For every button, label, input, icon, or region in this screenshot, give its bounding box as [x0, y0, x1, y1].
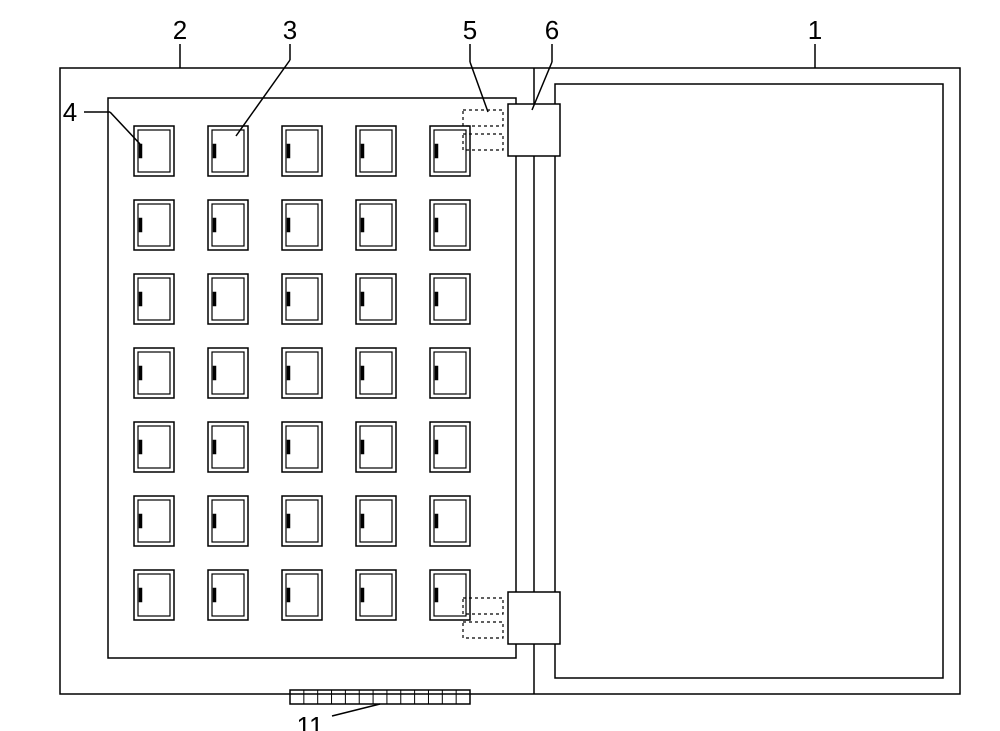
compartment-inner — [286, 426, 318, 468]
diagram-root: 1 2 3 4 5 6 11 — [0, 0, 1000, 731]
compartment-inner — [360, 574, 392, 616]
compartment-handle — [361, 144, 364, 158]
compartment-inner — [212, 352, 244, 394]
callout-label-5: 5 — [463, 15, 477, 45]
compartment-inner — [212, 204, 244, 246]
callout-label-4: 4 — [63, 97, 77, 127]
compartment-inner — [360, 426, 392, 468]
compartment-handle — [139, 366, 142, 380]
compartment-inner — [360, 130, 392, 172]
compartment-handle — [435, 218, 438, 232]
compartment-handle — [287, 292, 290, 306]
leader-5 — [470, 62, 488, 112]
leader-6 — [532, 62, 552, 110]
callout-label-1: 1 — [808, 15, 822, 45]
compartment-handle — [435, 514, 438, 528]
bottom-ruler — [290, 690, 470, 704]
compartment-inner — [138, 352, 170, 394]
compartment-handle — [213, 588, 216, 602]
compartment-handle — [287, 440, 290, 454]
compartment-inner — [434, 574, 466, 616]
compartment-handle — [213, 440, 216, 454]
compartment-inner — [286, 278, 318, 320]
compartment-handle — [139, 588, 142, 602]
latch-dashed — [463, 622, 503, 638]
compartment-inner — [434, 352, 466, 394]
compartment-handle — [139, 218, 142, 232]
compartment-handle — [139, 514, 142, 528]
right-door-panel — [555, 84, 943, 678]
compartment-handle — [435, 588, 438, 602]
compartment-inner — [138, 500, 170, 542]
callout-label-3: 3 — [283, 15, 297, 45]
compartment-inner — [212, 426, 244, 468]
compartment-inner — [434, 500, 466, 542]
compartment-handle — [213, 514, 216, 528]
compartment-handle — [213, 144, 216, 158]
compartment-handle — [139, 440, 142, 454]
compartment-inner — [360, 278, 392, 320]
compartment-handle — [287, 366, 290, 380]
compartment-handle — [361, 366, 364, 380]
latch-dashed — [463, 134, 503, 150]
hinge-block — [508, 104, 560, 156]
compartment-inner — [286, 500, 318, 542]
compartment-inner — [434, 130, 466, 172]
compartment-inner — [212, 278, 244, 320]
compartment-inner — [138, 204, 170, 246]
compartment-handle — [287, 514, 290, 528]
compartment-inner — [286, 352, 318, 394]
compartment-inner — [434, 278, 466, 320]
leader-11 — [332, 704, 380, 716]
compartment-handle — [435, 144, 438, 158]
compartment-inner — [360, 352, 392, 394]
compartment-handle — [361, 514, 364, 528]
compartment-handle — [435, 366, 438, 380]
compartment-inner — [286, 574, 318, 616]
compartment-handle — [213, 292, 216, 306]
latch-dashed — [463, 598, 503, 614]
callout-label-11: 11 — [297, 711, 324, 731]
compartment-inner — [434, 426, 466, 468]
compartment-handle — [361, 440, 364, 454]
compartment-inner — [286, 130, 318, 172]
latch-dashed — [463, 110, 503, 126]
compartment-handle — [139, 144, 142, 158]
compartment-inner — [212, 500, 244, 542]
compartment-inner — [138, 426, 170, 468]
compartment-inner — [360, 204, 392, 246]
compartment-handle — [287, 588, 290, 602]
compartment-handle — [361, 292, 364, 306]
callout-label-2: 2 — [173, 15, 187, 45]
compartment-inner — [360, 500, 392, 542]
compartment-inner — [286, 204, 318, 246]
compartment-handle — [287, 144, 290, 158]
compartment-inner — [138, 278, 170, 320]
hinge-block — [508, 592, 560, 644]
diagram-svg: 1 2 3 4 5 6 11 — [0, 0, 1000, 731]
compartment-inner — [138, 574, 170, 616]
compartment-handle — [361, 218, 364, 232]
compartment-inner — [434, 204, 466, 246]
compartment-handle — [435, 440, 438, 454]
compartment-inner — [212, 130, 244, 172]
compartment-handle — [139, 292, 142, 306]
compartment-handle — [435, 292, 438, 306]
compartment-handle — [213, 218, 216, 232]
callout-label-6: 6 — [545, 15, 559, 45]
leader-4 — [110, 112, 140, 144]
compartment-handle — [287, 218, 290, 232]
compartment-handle — [213, 366, 216, 380]
compartment-inner — [212, 574, 244, 616]
compartment-handle — [361, 588, 364, 602]
compartment-inner — [138, 130, 170, 172]
